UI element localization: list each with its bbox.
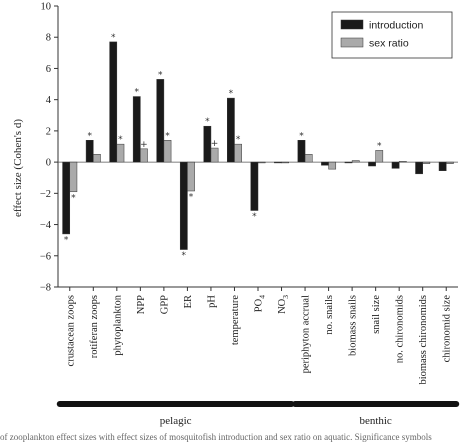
- legend-swatch: [340, 19, 364, 30]
- y-tick-label: 8: [46, 33, 51, 44]
- significance-mark: *: [236, 135, 241, 145]
- significance-mark: *: [87, 131, 92, 141]
- bar-introduction: [85, 140, 94, 163]
- significance-mark: *: [135, 88, 140, 98]
- bar-introduction: [179, 161, 188, 250]
- legend-box: [331, 11, 453, 59]
- bar-sex-ratio: [210, 147, 219, 163]
- bar-introduction: [297, 140, 306, 163]
- legend: introduction sex ratio: [331, 11, 453, 59]
- bar-introduction: [344, 161, 353, 164]
- figure-caption: of zooplankton effect sizes with effect …: [0, 432, 432, 442]
- significance-mark: *: [377, 141, 382, 151]
- category-label: pH: [206, 295, 217, 308]
- bar-introduction: [109, 41, 118, 163]
- bar-sex-ratio: [93, 154, 101, 163]
- legend-swatch: [340, 37, 364, 48]
- bar-introduction: [62, 161, 71, 235]
- bar-sex-ratio: [140, 148, 148, 163]
- bar-introduction: [321, 161, 329, 166]
- y-tick-label: 0: [46, 158, 51, 169]
- significance-mark: +: [140, 140, 148, 150]
- category-label: PO4: [254, 295, 267, 312]
- significance-mark: *: [299, 131, 304, 141]
- category-label: temperature: [230, 295, 241, 345]
- significance-mark: *: [64, 235, 69, 245]
- group-label: benthic: [359, 415, 391, 427]
- bar-introduction: [415, 161, 423, 175]
- bar-sex-ratio: [116, 143, 125, 163]
- bar-introduction: [203, 125, 212, 163]
- bar-introduction: [156, 79, 165, 163]
- y-tick-label: 6: [46, 64, 51, 75]
- bar-introduction: [368, 161, 376, 167]
- bar-introduction: [274, 161, 282, 164]
- category-label: periphyton accrual: [301, 295, 312, 374]
- bar-sex-ratio: [422, 161, 431, 164]
- significance-mark: *: [111, 33, 116, 43]
- bar-sex-ratio: [351, 160, 360, 163]
- y-axis-title: effect size (Cohen's d): [12, 119, 24, 217]
- bar-introduction: [132, 96, 141, 163]
- bar-sex-ratio: [445, 161, 454, 164]
- significance-mark: *: [158, 70, 163, 80]
- bar-introduction: [227, 97, 235, 163]
- category-labels: crustacean zoops rotiferan zoops phytoplan…: [65, 294, 452, 384]
- significance-mark: *: [182, 251, 187, 261]
- bar-introduction: [391, 161, 400, 169]
- category-label: NO3: [277, 295, 290, 314]
- significance-mark: *: [252, 212, 257, 222]
- category-label: NPP: [136, 295, 147, 314]
- bar-sex-ratio: [69, 161, 78, 193]
- bar-sex-ratio: [257, 161, 266, 164]
- category-label: chironomid size: [442, 295, 453, 363]
- category-label: ER: [183, 295, 194, 308]
- category-label: no. chironomids: [395, 295, 406, 363]
- significance-mark: *: [118, 135, 123, 145]
- significance-mark: +: [211, 139, 219, 149]
- significance-mark: *: [205, 117, 210, 127]
- category-label: biomass snails: [348, 295, 359, 356]
- significance-marks: * * * * * * + * * * * * + * * * * *: [64, 33, 382, 261]
- category-label: rotiferan zoops: [89, 295, 100, 358]
- bar-sex-ratio: [375, 150, 384, 163]
- y-tick-label: 4: [46, 95, 52, 106]
- bars: [62, 41, 454, 250]
- category-label: GPP: [159, 295, 170, 314]
- bar-introduction: [438, 161, 447, 171]
- y-tick-label: −2: [40, 189, 51, 200]
- category-label: biomass chironomids: [418, 295, 429, 385]
- significance-mark: *: [229, 89, 234, 99]
- y-tick-label: 2: [46, 126, 51, 137]
- legend-label: sex ratio: [369, 38, 409, 50]
- bar-sex-ratio: [398, 161, 407, 163]
- category-label: no. snails: [324, 295, 335, 335]
- group-brackets: pelagic benthic: [56, 401, 460, 427]
- bar-sex-ratio: [304, 154, 313, 163]
- bar-sex-ratio: [234, 143, 242, 163]
- category-label: phytoplankton: [112, 294, 123, 355]
- bar-sex-ratio: [328, 161, 337, 170]
- y-tick-label: −6: [40, 251, 51, 262]
- bar-sex-ratio: [281, 161, 289, 164]
- bar-sex-ratio: [187, 161, 195, 192]
- y-tick-label: −8: [40, 283, 51, 294]
- category-label: crustacean zoops: [65, 295, 76, 366]
- y-tick-label: −4: [40, 220, 52, 231]
- y-tick-label: 10: [41, 2, 52, 13]
- significance-mark: *: [189, 192, 194, 202]
- significance-mark: *: [165, 131, 170, 141]
- legend-label: introduction: [369, 20, 423, 32]
- group-label: pelagic: [160, 415, 192, 427]
- category-label: snail size: [371, 295, 382, 334]
- significance-mark: *: [71, 193, 76, 203]
- bar-sex-ratio: [163, 140, 172, 163]
- bar-introduction: [250, 161, 259, 211]
